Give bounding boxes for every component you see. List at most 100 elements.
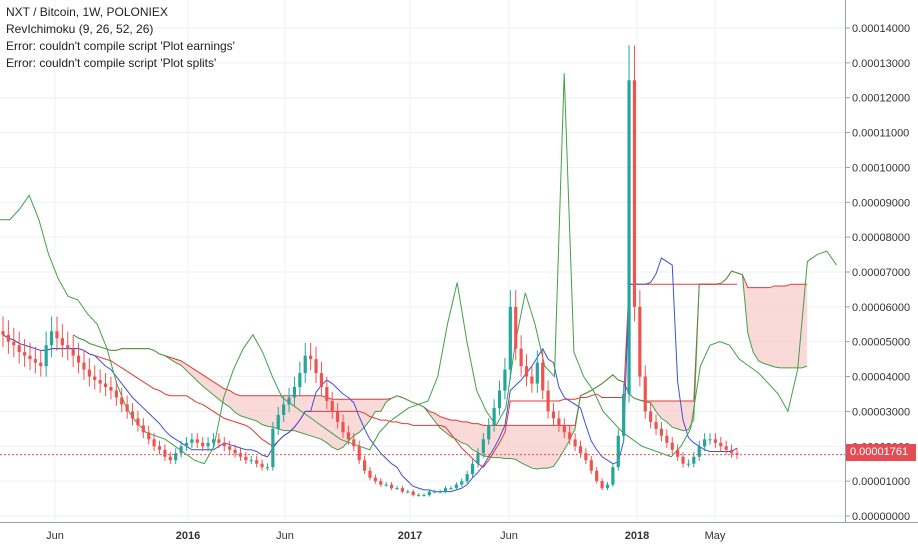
- candle-body: [12, 341, 16, 346]
- candle-body: [605, 484, 610, 489]
- time-tick-label: 2016: [176, 530, 200, 542]
- candle-body: [454, 484, 458, 489]
- candle-body: [152, 439, 156, 447]
- candle-body: [433, 491, 437, 493]
- base-line: [2, 283, 737, 468]
- candle-body: [17, 345, 21, 353]
- candle-body: [470, 463, 475, 475]
- candle-body: [103, 383, 108, 388]
- candle-body: [595, 470, 599, 482]
- price-tick-label: 0.00007000: [852, 267, 910, 279]
- price-tick-label: 0.00009000: [852, 197, 910, 209]
- candle-body: [298, 373, 302, 388]
- candle-body: [357, 446, 361, 461]
- candle-body: [282, 404, 286, 415]
- price-tick-label: 0.00008000: [852, 232, 910, 244]
- time-tick-label: Jun: [46, 530, 64, 542]
- time-tick-label: Jun: [500, 530, 518, 542]
- candle-body: [255, 460, 259, 464]
- candle-body: [206, 442, 210, 447]
- time-tick-label: Jun: [276, 530, 294, 542]
- candle-body: [265, 467, 270, 469]
- candle-body: [735, 453, 739, 455]
- candle-body: [551, 411, 556, 419]
- candle-body: [568, 432, 572, 440]
- candle-body: [303, 355, 307, 374]
- candle-body: [389, 484, 394, 489]
- candle-body: [524, 366, 529, 377]
- candle-body: [6, 334, 10, 342]
- candle-body: [157, 446, 162, 450]
- candle-body: [681, 456, 685, 464]
- chart-legend: NXT / Bitcoin, 1W, POLONIEX RevIchimoku …: [6, 4, 235, 72]
- candle-body: [174, 453, 178, 461]
- candle-body: [314, 359, 318, 374]
- price-tick-label: 0.00011000: [852, 128, 909, 140]
- candle-body: [260, 463, 264, 468]
- candle-body: [589, 460, 593, 471]
- candle-body: [476, 453, 480, 464]
- candle-body: [179, 446, 183, 454]
- candle-body: [632, 80, 637, 307]
- candle-body: [438, 491, 442, 493]
- candle-body: [130, 411, 135, 419]
- candle-body: [66, 345, 70, 349]
- candle-body: [22, 352, 27, 356]
- candle-body: [271, 428, 275, 468]
- candle-body: [546, 390, 550, 412]
- candle-body: [530, 376, 534, 384]
- candle-body: [368, 470, 372, 478]
- candle-body: [541, 362, 545, 391]
- candle-body: [363, 460, 367, 471]
- candle-body: [228, 446, 232, 450]
- candle-body: [535, 362, 539, 384]
- lagging-span-line: [0, 73, 837, 465]
- candle-body: [670, 442, 674, 450]
- candle-body: [60, 338, 64, 346]
- candle-body: [168, 456, 172, 461]
- candle-body: [49, 331, 54, 346]
- legend-indicator: RevIchimoku (9, 26, 52, 26): [6, 22, 154, 36]
- price-tick-label: 0.00004000: [852, 372, 910, 384]
- candle-body: [330, 400, 334, 412]
- candle-body: [87, 369, 91, 377]
- candle-body: [287, 397, 291, 405]
- candle-body: [649, 411, 653, 422]
- ichimoku-cloud: [73, 271, 808, 469]
- price-tick-label: 0.00006000: [852, 302, 910, 314]
- candle-body: [713, 439, 718, 443]
- legend-error-earnings: Error: couldn't compile script 'Plot ear…: [6, 39, 235, 53]
- candle-body: [379, 481, 383, 485]
- candle-body: [449, 488, 453, 490]
- candle-body: [416, 495, 421, 497]
- candle-body: [578, 446, 583, 454]
- candle-body: [211, 439, 216, 443]
- candle-body: [643, 376, 647, 412]
- price-tick-label: 0.00012000: [852, 93, 910, 105]
- candle-body: [276, 414, 280, 429]
- candle-body: [611, 467, 615, 485]
- candle-body: [93, 376, 97, 381]
- candle-body: [465, 474, 469, 482]
- candle-body: [676, 449, 680, 457]
- candle-body: [384, 484, 388, 486]
- candle-body: [325, 387, 329, 401]
- price-tick-label: 0.00013000: [852, 58, 910, 70]
- candle-body: [697, 446, 701, 457]
- candle-body: [422, 495, 426, 497]
- candle-body: [141, 425, 145, 433]
- candle-body: [184, 442, 189, 447]
- candle-body: [497, 390, 502, 408]
- candle-body: [1, 331, 5, 335]
- candle-body: [222, 442, 226, 447]
- time-tick-label: 2017: [398, 530, 422, 542]
- time-tick-label: 2018: [625, 530, 649, 542]
- candle-body: [481, 439, 485, 454]
- candle-body: [573, 439, 577, 447]
- candle-body: [508, 306, 512, 370]
- candle-body: [309, 355, 313, 360]
- time-tick-label: May: [705, 530, 726, 542]
- candle-body: [352, 439, 356, 447]
- candle-body: [195, 439, 199, 443]
